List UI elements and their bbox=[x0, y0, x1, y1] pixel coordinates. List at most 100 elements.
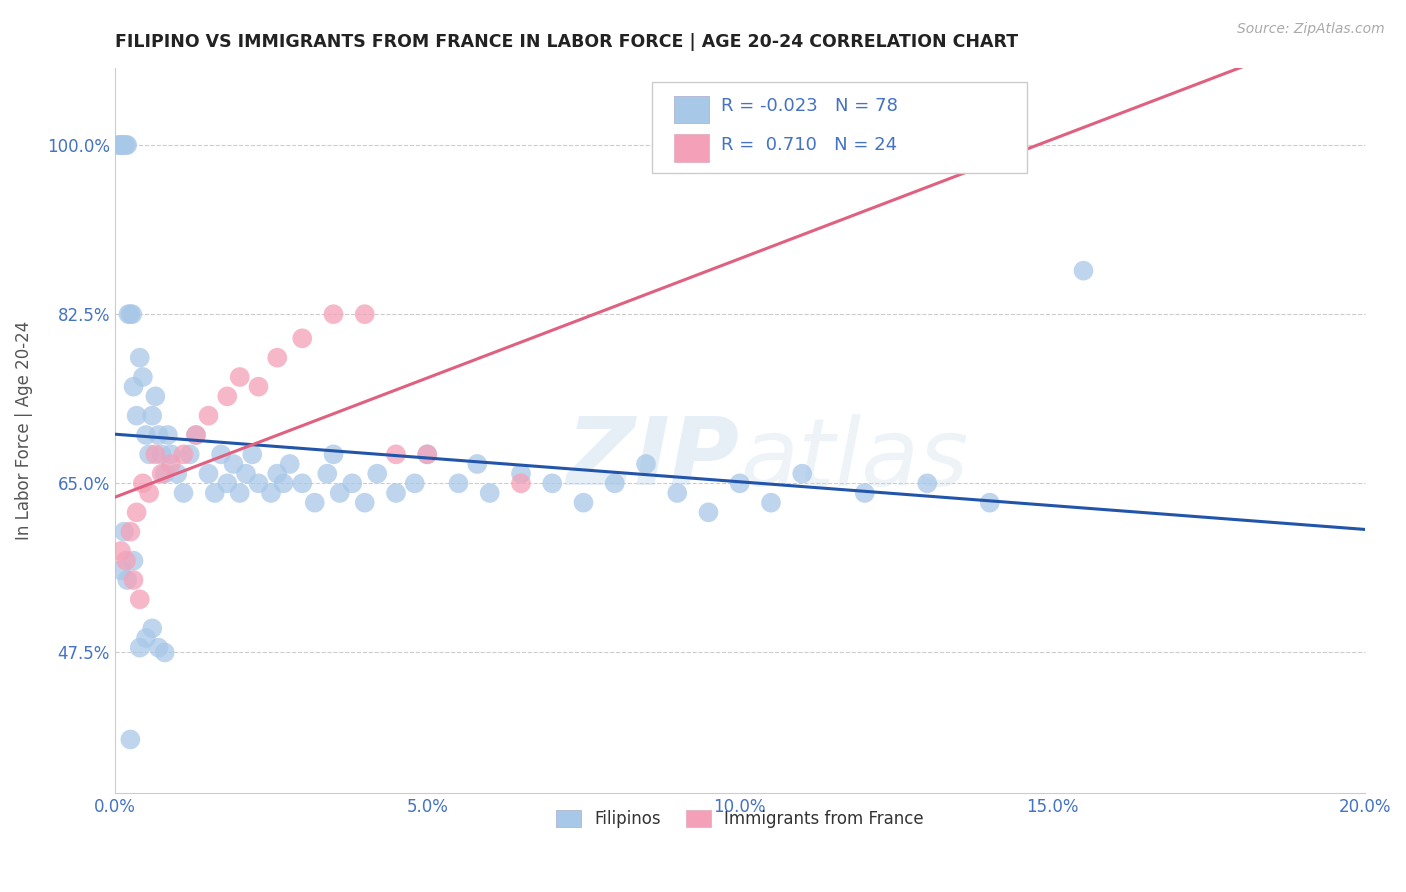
Point bbox=[128, 640, 150, 655]
Point bbox=[173, 486, 195, 500]
Point bbox=[122, 573, 145, 587]
Point bbox=[110, 544, 132, 558]
Point bbox=[150, 447, 173, 461]
Point bbox=[979, 496, 1001, 510]
Point bbox=[235, 467, 257, 481]
Text: R = -0.023   N = 78: R = -0.023 N = 78 bbox=[721, 97, 898, 115]
Point bbox=[273, 476, 295, 491]
Point bbox=[915, 476, 938, 491]
Point bbox=[366, 467, 388, 481]
Point bbox=[138, 486, 160, 500]
Point bbox=[278, 457, 301, 471]
Legend: Filipinos, Immigrants from France: Filipinos, Immigrants from France bbox=[550, 804, 931, 835]
Point bbox=[229, 370, 252, 384]
Point bbox=[222, 457, 245, 471]
Point bbox=[329, 486, 352, 500]
Point bbox=[117, 573, 139, 587]
Point bbox=[385, 447, 408, 461]
Point bbox=[353, 307, 375, 321]
FancyBboxPatch shape bbox=[673, 96, 709, 123]
Point bbox=[184, 428, 207, 442]
Point bbox=[634, 457, 657, 471]
Point bbox=[260, 486, 283, 500]
Point bbox=[1073, 263, 1095, 277]
Point bbox=[156, 428, 179, 442]
Point bbox=[666, 486, 689, 500]
Point bbox=[141, 621, 163, 635]
Point bbox=[447, 476, 470, 491]
Point bbox=[510, 476, 533, 491]
Point bbox=[266, 467, 288, 481]
Point bbox=[120, 732, 142, 747]
Point bbox=[603, 476, 626, 491]
Point bbox=[120, 524, 142, 539]
Point bbox=[128, 351, 150, 365]
Text: ZIP: ZIP bbox=[567, 413, 740, 505]
Point bbox=[117, 307, 139, 321]
Point bbox=[160, 457, 183, 471]
Point bbox=[291, 476, 314, 491]
Point bbox=[125, 409, 148, 423]
Point bbox=[385, 486, 408, 500]
Point bbox=[141, 409, 163, 423]
FancyBboxPatch shape bbox=[673, 135, 709, 162]
Text: Source: ZipAtlas.com: Source: ZipAtlas.com bbox=[1237, 22, 1385, 37]
Point bbox=[266, 351, 288, 365]
Point bbox=[148, 640, 170, 655]
Point bbox=[121, 307, 143, 321]
Point bbox=[478, 486, 501, 500]
Point bbox=[111, 138, 134, 153]
Point bbox=[112, 138, 135, 153]
Point bbox=[697, 505, 720, 519]
Point bbox=[217, 389, 239, 403]
Point bbox=[240, 447, 263, 461]
Point bbox=[728, 476, 751, 491]
Point bbox=[135, 428, 157, 442]
Point bbox=[322, 307, 344, 321]
Point bbox=[166, 467, 188, 481]
Point bbox=[316, 467, 339, 481]
Point bbox=[792, 467, 814, 481]
Point bbox=[197, 467, 219, 481]
Text: atlas: atlas bbox=[740, 414, 967, 505]
Point bbox=[112, 524, 135, 539]
Point bbox=[122, 554, 145, 568]
Point bbox=[541, 476, 564, 491]
Point bbox=[510, 467, 533, 481]
Point bbox=[291, 331, 314, 345]
Point bbox=[204, 486, 226, 500]
Point bbox=[404, 476, 426, 491]
Point bbox=[209, 447, 232, 461]
Point bbox=[416, 447, 439, 461]
Text: R =  0.710   N = 24: R = 0.710 N = 24 bbox=[721, 136, 897, 154]
Point bbox=[465, 457, 488, 471]
Point bbox=[145, 447, 167, 461]
Point bbox=[117, 138, 139, 153]
Point bbox=[853, 486, 876, 500]
Point bbox=[115, 138, 138, 153]
Point bbox=[122, 379, 145, 393]
Point bbox=[184, 428, 207, 442]
Point bbox=[247, 476, 270, 491]
Point bbox=[304, 496, 326, 510]
Point bbox=[132, 370, 155, 384]
Point bbox=[247, 379, 270, 393]
Text: FILIPINO VS IMMIGRANTS FROM FRANCE IN LABOR FORCE | AGE 20-24 CORRELATION CHART: FILIPINO VS IMMIGRANTS FROM FRANCE IN LA… bbox=[115, 33, 1018, 51]
Point bbox=[179, 447, 201, 461]
Point bbox=[229, 486, 252, 500]
Point bbox=[353, 496, 375, 510]
FancyBboxPatch shape bbox=[652, 82, 1028, 173]
Point bbox=[572, 496, 595, 510]
Point bbox=[110, 138, 132, 153]
Point bbox=[150, 467, 173, 481]
Point bbox=[148, 428, 170, 442]
Point bbox=[153, 467, 176, 481]
Point bbox=[107, 138, 129, 153]
Point bbox=[173, 447, 195, 461]
Point bbox=[197, 409, 219, 423]
Point bbox=[153, 645, 176, 659]
Point bbox=[115, 554, 138, 568]
Point bbox=[125, 505, 148, 519]
Point bbox=[128, 592, 150, 607]
Point bbox=[138, 447, 160, 461]
